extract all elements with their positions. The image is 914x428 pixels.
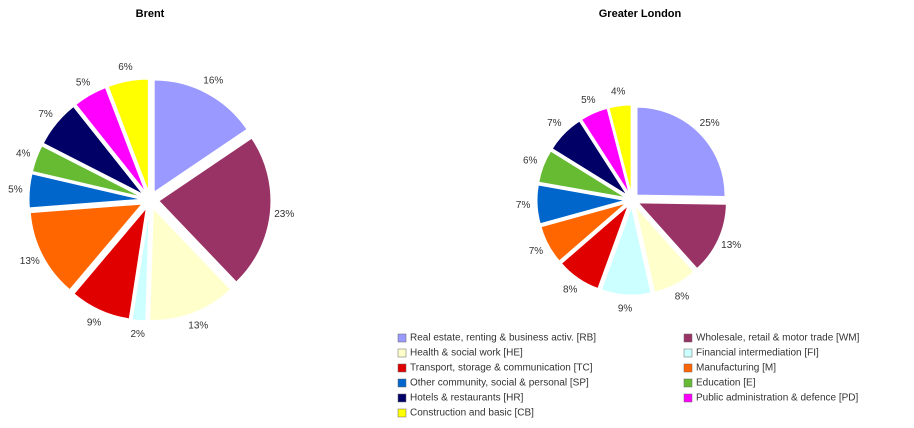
legend-swatch	[397, 333, 407, 343]
data-label: 9%	[87, 318, 102, 329]
legend-swatch	[683, 363, 693, 373]
data-label: 2%	[130, 329, 145, 340]
legend-label: Education [E]	[696, 378, 756, 389]
pie-slice	[600, 205, 652, 296]
data-label: 13%	[721, 240, 741, 251]
legend-swatch	[683, 333, 693, 343]
legend-label: Construction and basic [CB]	[410, 408, 534, 419]
pie-slice	[636, 106, 726, 197]
legend-swatch	[683, 378, 693, 388]
data-label: 5%	[581, 95, 596, 106]
chart-title: Brent	[136, 8, 165, 20]
legend-label: Real estate, renting & business activ. […	[410, 333, 596, 344]
legend-label: Other community, social & personal [SP]	[410, 378, 589, 389]
pie-slice	[538, 150, 626, 198]
data-label: 25%	[700, 118, 720, 129]
chart-title: Greater London	[599, 8, 682, 20]
data-label: 7%	[547, 118, 562, 129]
legend-label: Hotels & restaurants [HR]	[410, 393, 524, 404]
pie-slice	[637, 202, 727, 270]
pie-slice	[580, 107, 630, 194]
pie-slice	[560, 204, 630, 290]
legend-label: Public administration & defence [PD]	[696, 393, 859, 404]
legend-label: Financial intermediation [FI]	[696, 348, 819, 359]
pie-slice	[29, 203, 144, 291]
legend-swatch	[397, 408, 407, 418]
data-label: 16%	[203, 75, 223, 86]
pie-slice	[536, 184, 626, 225]
pie-slice	[153, 79, 248, 193]
legend-swatch	[397, 348, 407, 358]
pie-slice	[608, 104, 632, 194]
legend-label: Transport, storage & communication [TC]	[410, 363, 593, 374]
pie-slice	[540, 202, 627, 262]
data-label: 8%	[563, 284, 578, 295]
pie-slice	[31, 145, 142, 198]
legend-label: Manufacturing [M]	[696, 363, 776, 374]
data-label: 8%	[675, 292, 690, 303]
legend-swatch	[397, 378, 407, 388]
data-label: 5%	[8, 184, 23, 195]
legend-swatch	[683, 348, 693, 358]
data-label: 9%	[618, 303, 633, 314]
data-label: 4%	[611, 87, 626, 98]
data-label: 7%	[529, 246, 544, 257]
pie-slice	[28, 173, 142, 209]
pie-slice	[158, 137, 272, 283]
data-label: 7%	[38, 109, 53, 120]
data-label: 13%	[20, 256, 40, 267]
pie-slice	[149, 207, 232, 321]
pie-slice	[551, 120, 628, 196]
pie-slice	[73, 206, 148, 320]
data-label: 5%	[76, 77, 91, 88]
pie-slice	[634, 204, 695, 293]
legend-swatch	[683, 393, 693, 403]
pie-slice	[42, 105, 144, 195]
data-label: 4%	[16, 148, 31, 159]
pie-slice	[131, 208, 150, 322]
data-label: 6%	[523, 156, 538, 167]
pie-slice	[75, 86, 147, 193]
data-label: 7%	[516, 200, 531, 211]
pie-slice	[107, 78, 149, 192]
data-label: 6%	[118, 62, 133, 73]
legend-label: Health & social work [HE]	[410, 348, 523, 359]
data-label: 13%	[188, 321, 208, 332]
data-label: 23%	[274, 209, 294, 220]
legend-swatch	[397, 393, 407, 403]
legend-swatch	[397, 363, 407, 373]
legend-label: Wholesale, retail & motor trade [WM]	[696, 333, 860, 344]
